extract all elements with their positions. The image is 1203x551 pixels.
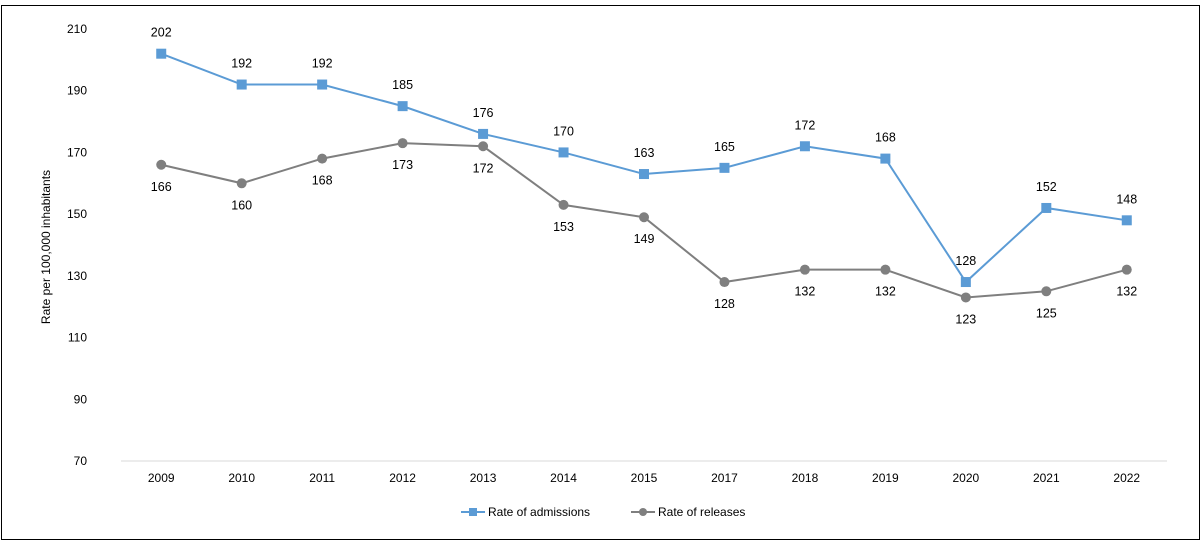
data-point xyxy=(719,277,730,288)
data-labels: 202 192 192 185 176 170 163 165 172 168 128 152 148 1… xyxy=(151,26,1137,327)
x-tick-label: 2020 xyxy=(952,471,979,485)
y-tick-label: 110 xyxy=(68,331,87,345)
data-label: 160 xyxy=(231,198,252,212)
data-point xyxy=(799,141,810,152)
data-point xyxy=(236,178,247,189)
data-label: 172 xyxy=(794,118,815,132)
y-tick-label: 70 xyxy=(74,454,88,468)
data-label: 168 xyxy=(875,131,896,145)
y-tick-labels: 70 90 110 130 150 170 190 210 xyxy=(67,22,87,468)
data-label: 176 xyxy=(473,106,494,120)
data-label: 163 xyxy=(634,146,655,160)
x-tick-label: 2013 xyxy=(470,471,497,485)
data-point xyxy=(317,153,328,164)
data-point xyxy=(317,79,328,90)
data-label: 202 xyxy=(151,26,172,40)
y-tick-label: 130 xyxy=(67,269,87,283)
x-tick-label: 2017 xyxy=(711,471,738,485)
data-label: 192 xyxy=(312,57,333,71)
data-label: 165 xyxy=(714,140,735,154)
data-label: 166 xyxy=(151,180,172,194)
x-tick-labels: 2009 2010 2011 2012 2013 2014 2015 2017 2018 2019… xyxy=(148,471,1141,485)
data-label: 192 xyxy=(231,57,252,71)
data-label: 128 xyxy=(714,297,735,311)
data-point xyxy=(880,264,891,275)
data-label: 149 xyxy=(634,232,655,246)
data-point xyxy=(1121,264,1132,275)
x-tick-label: 2021 xyxy=(1033,471,1060,485)
series-markers xyxy=(156,48,1132,303)
y-axis-title: Rate per 100,000 inhabitants xyxy=(39,170,53,324)
data-label: 173 xyxy=(392,158,413,172)
data-label: 132 xyxy=(794,285,815,299)
data-label: 172 xyxy=(473,161,494,175)
legend-marker xyxy=(469,508,477,516)
x-tick-label: 2012 xyxy=(389,471,416,485)
data-label: 168 xyxy=(312,174,333,188)
data-point xyxy=(960,277,971,288)
x-tick-label: 2018 xyxy=(792,471,819,485)
x-tick-label: 2010 xyxy=(228,471,255,485)
data-point xyxy=(719,162,730,173)
data-label: 148 xyxy=(1116,192,1137,206)
chart-frame xyxy=(1,5,1200,540)
data-point xyxy=(397,101,408,112)
legend-label: Rate of releases xyxy=(658,505,745,519)
data-point xyxy=(397,138,408,149)
y-tick-label: 210 xyxy=(67,22,87,36)
data-point xyxy=(880,153,891,164)
series-line xyxy=(160,52,1127,284)
data-label: 128 xyxy=(955,254,976,268)
x-tick-label: 2019 xyxy=(872,471,899,485)
data-point xyxy=(236,79,247,90)
data-point xyxy=(156,48,167,59)
y-tick-label: 170 xyxy=(67,145,87,159)
data-label: 132 xyxy=(1116,285,1137,299)
data-point xyxy=(1041,202,1052,213)
data-point xyxy=(1121,215,1132,226)
x-tick-label: 2009 xyxy=(148,471,175,485)
data-point xyxy=(1041,286,1052,297)
data-label: 152 xyxy=(1036,180,1057,194)
data-point xyxy=(799,264,810,275)
x-tick-label: 2014 xyxy=(550,471,577,485)
y-tick-label: 190 xyxy=(67,84,87,98)
x-tick-label: 2011 xyxy=(309,471,335,485)
data-label: 123 xyxy=(955,312,976,326)
data-label: 125 xyxy=(1036,306,1057,320)
x-tick-label: 2015 xyxy=(631,471,658,485)
x-tick-label: 2022 xyxy=(1113,471,1140,485)
data-label: 153 xyxy=(553,220,574,234)
legend-label: Rate of admissions xyxy=(488,505,590,519)
data-point xyxy=(156,159,167,170)
data-point xyxy=(960,292,971,303)
data-point xyxy=(558,199,569,210)
legend-marker xyxy=(639,508,647,516)
y-tick-label: 150 xyxy=(67,207,87,221)
data-point xyxy=(639,169,649,180)
data-point xyxy=(478,128,489,139)
data-point xyxy=(478,141,489,152)
data-point xyxy=(558,147,569,158)
legend: Rate of admissions Rate of releases xyxy=(461,505,745,519)
data-label: 132 xyxy=(875,285,896,299)
data-label: 170 xyxy=(553,124,574,138)
data-point xyxy=(639,212,649,223)
data-label: 185 xyxy=(392,78,413,92)
y-tick-label: 90 xyxy=(74,392,88,406)
